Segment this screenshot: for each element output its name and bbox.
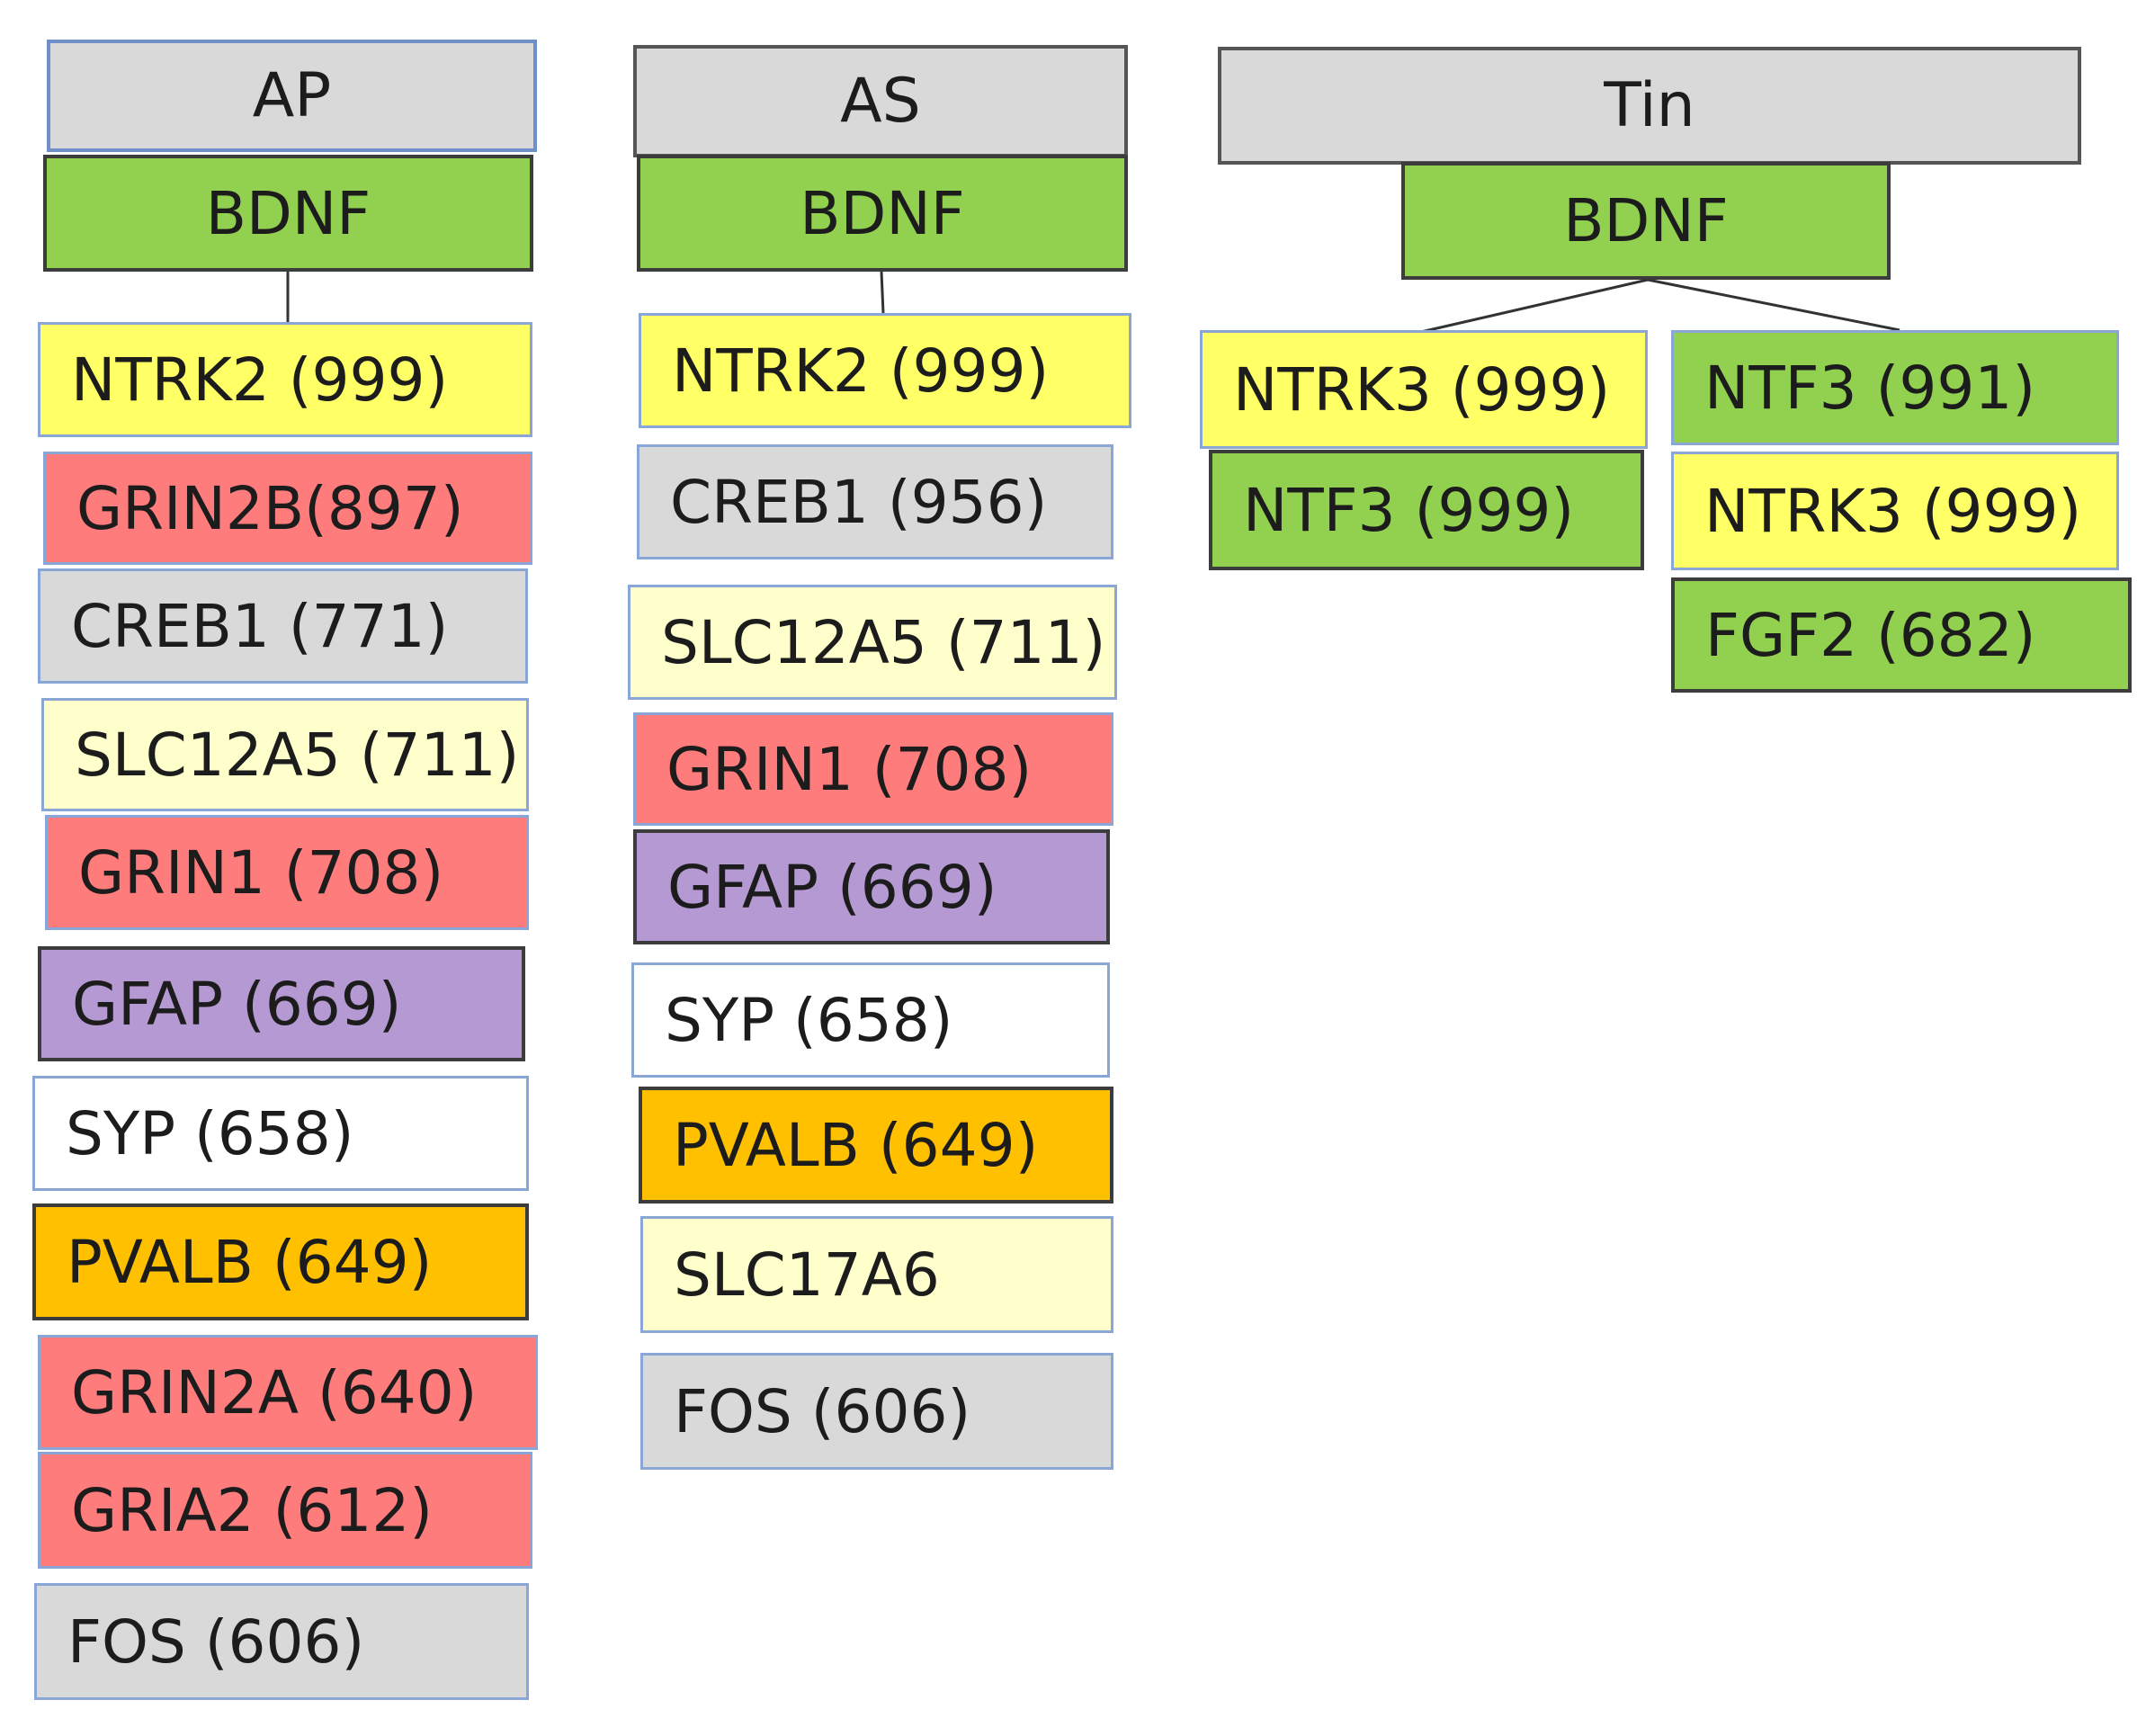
ap-node-3: CREB1 (771)	[38, 568, 528, 684]
tin-root-node: BDNF	[1401, 162, 1891, 280]
as-bdnf-connector	[880, 271, 885, 314]
ap-node-10: GRIA2 (612)	[38, 1452, 532, 1569]
tin-left-node-2: NTF3 (999)	[1209, 450, 1644, 570]
tin-bdnf-left-connector	[1420, 278, 1649, 334]
tin-right-node-3: FGF2 (682)	[1671, 577, 2132, 693]
ap-header: AP	[47, 40, 537, 152]
tin-bdnf-right-connector	[1647, 278, 1900, 332]
as-node-7: PVALB (649)	[639, 1087, 1113, 1204]
ap-node-1: NTRK2 (999)	[38, 322, 532, 437]
ap-node-6: GFAP (669)	[38, 946, 525, 1061]
tin-right-node-1: NTF3 (991)	[1671, 330, 2119, 445]
ap-node-8: PVALB (649)	[32, 1204, 529, 1320]
tin-left-node-1: NTRK3 (999)	[1200, 330, 1648, 449]
as-node-5: GFAP (669)	[633, 829, 1110, 944]
as-node-9: FOS (606)	[640, 1353, 1113, 1470]
as-node-1: NTRK2 (999)	[639, 313, 1131, 428]
as-root-node: BDNF	[637, 155, 1128, 272]
ap-node-2: GRIN2B(897)	[43, 452, 532, 565]
as-node-4: GRIN1 (708)	[633, 712, 1113, 826]
as-node-3: SLC12A5 (711)	[628, 585, 1117, 700]
as-header: AS	[633, 45, 1128, 157]
ap-root-node: BDNF	[43, 155, 533, 272]
ap-node-7: SYP (658)	[32, 1076, 529, 1191]
as-node-6: SYP (658)	[631, 962, 1110, 1078]
tin-right-node-2: NTRK3 (999)	[1671, 452, 2119, 570]
ap-node-11: FOS (606)	[34, 1583, 529, 1700]
ap-node-5: GRIN1 (708)	[45, 815, 529, 930]
as-node-2: CREB1 (956)	[637, 444, 1113, 559]
ap-node-9: GRIN2A (640)	[38, 1335, 538, 1450]
as-node-8: SLC17A6	[640, 1216, 1113, 1333]
ap-node-4: SLC12A5 (711)	[41, 698, 529, 811]
tin-header: Tin	[1218, 47, 2081, 165]
